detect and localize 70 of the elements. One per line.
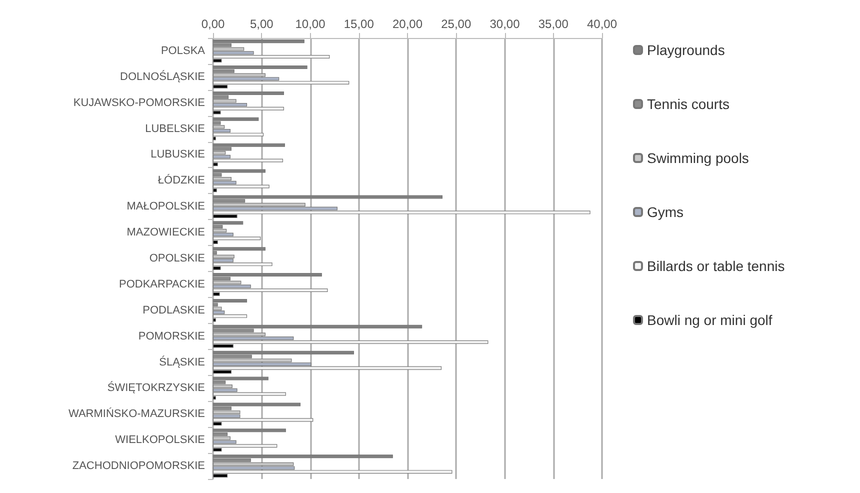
bar (213, 340, 488, 344)
bar (213, 454, 393, 458)
bar (213, 106, 284, 110)
y-tick-label: MAŁOPOLSKIE (126, 200, 205, 213)
y-tick-label: OPOLSKIE (149, 252, 205, 264)
x-tick-label: 25,00 (441, 17, 472, 31)
bar (213, 40, 304, 44)
x-tick-label: 5,00 (250, 17, 274, 31)
bar (213, 392, 286, 396)
legend-label: Tennis courts (647, 96, 730, 112)
bar (213, 273, 322, 277)
bar (213, 184, 270, 188)
y-tick-label: LUBELSKIE (145, 122, 205, 135)
x-tick-label: 10,00 (295, 17, 326, 31)
bar (213, 236, 261, 240)
bar (213, 402, 301, 406)
bar (213, 444, 278, 448)
legend-label: Swimming pools (647, 150, 749, 166)
x-tick-label: 15,00 (344, 17, 374, 31)
bar (213, 410, 240, 414)
y-tick-label: ŚWIĘTOKRZYSKIE (107, 381, 205, 394)
y-tick-label: ŁÓDZKIE (158, 174, 205, 187)
bar (213, 350, 354, 354)
bar (213, 55, 330, 59)
x-tick-label: 40,00 (586, 17, 618, 31)
bar (213, 366, 442, 370)
bar (213, 418, 314, 422)
bar (213, 143, 285, 147)
y-tick-label: ZACHODNIOPOMORSKIE (72, 460, 205, 472)
legend-label: Playgrounds (647, 42, 725, 58)
bar (213, 158, 284, 162)
y-tick-label: POMORSKIE (138, 330, 205, 342)
bar (213, 314, 248, 318)
bar (213, 324, 422, 328)
y-tick-label: PODLASKIE (142, 304, 205, 316)
bar (213, 288, 328, 292)
bar (213, 462, 294, 466)
bar (213, 247, 266, 251)
y-tick-label: DOLNOŚLĄSKIE (120, 70, 205, 83)
y-tick-label: WARMIŃSKO-MAZURSKIE (68, 407, 205, 420)
y-tick-label: ŚLĄSKIE (159, 355, 205, 368)
bar (213, 169, 266, 173)
bar (213, 254, 234, 258)
bar (213, 262, 272, 266)
bar (213, 195, 443, 199)
legend-label: Gyms (647, 204, 684, 220)
x-tick-label: 0,00 (201, 17, 225, 31)
bar (213, 298, 248, 302)
bar (213, 66, 308, 70)
bar (213, 132, 264, 136)
bar (213, 80, 350, 84)
x-tick-label: 20,00 (392, 17, 423, 31)
y-tick-label: PODKARPACKIE (119, 278, 205, 290)
x-tick-label: 30,00 (490, 17, 520, 31)
bar (213, 376, 268, 380)
y-tick-label: KUJAWSKO-POMORSKIE (73, 96, 205, 109)
legend-label: Bowli ng or mini golf (647, 312, 772, 328)
bar (213, 428, 286, 432)
y-tick-label: LUBUSKIE (150, 148, 205, 161)
bar (213, 210, 590, 214)
bar (213, 117, 259, 121)
x-tick-label: 35,00 (538, 17, 569, 31)
y-tick-label: MAZOWIECKIE (126, 226, 205, 239)
bar (213, 91, 284, 95)
y-tick-label: POLSKA (160, 44, 206, 57)
legend-label: Billards or table tennis (647, 258, 785, 274)
y-tick-label: WIELKOPOLSKIE (115, 434, 205, 446)
bar (213, 221, 244, 225)
bar (213, 470, 452, 474)
bar (213, 306, 222, 310)
